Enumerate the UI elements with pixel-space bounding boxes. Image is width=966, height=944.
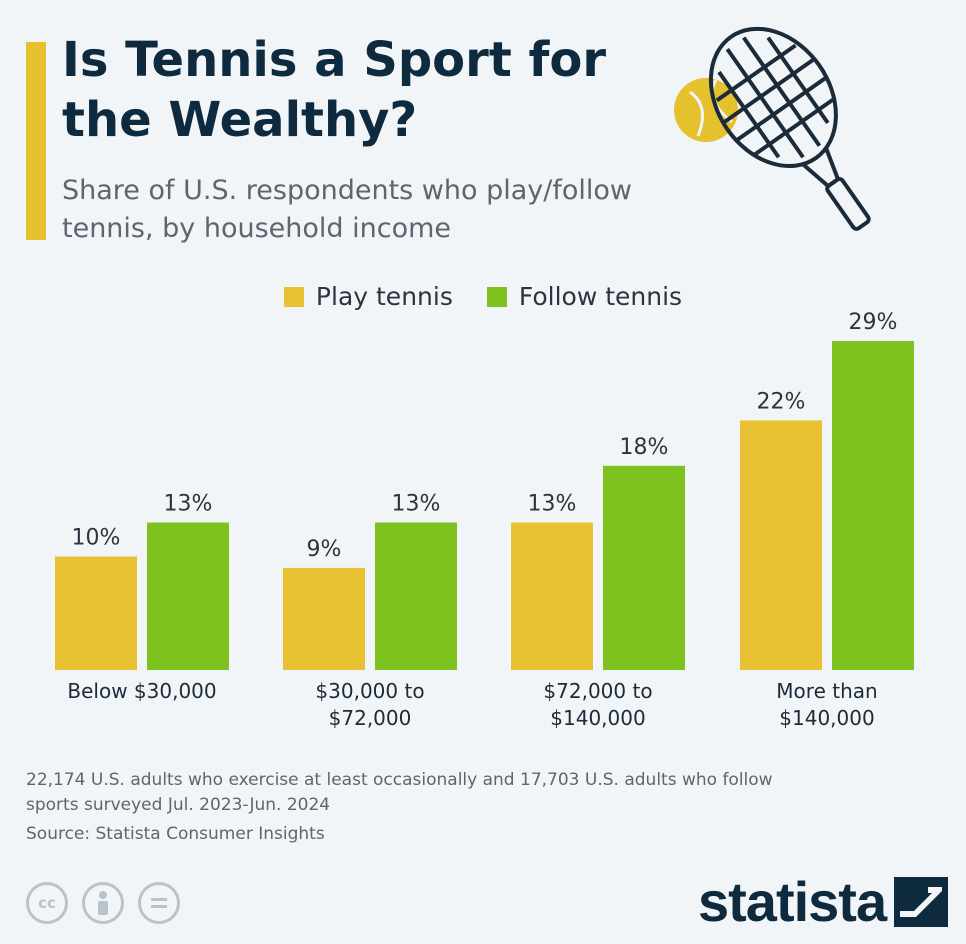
legend-label-play: Play tennis [315,282,453,311]
data-label-follow-0: 13% [164,492,213,517]
survey-notes: 22,174 U.S. adults who exercise at least… [26,770,773,815]
bar-follow-0 [147,522,229,670]
source-text: Source: Statista Consumer Insights [26,824,325,844]
category-label-2: $72,000 to [543,679,652,703]
data-label-play-0: 10% [72,526,121,551]
statista-mark-icon [894,877,949,927]
title-accent-bar [26,42,46,240]
legend-item-play: Play tennis [283,282,453,311]
legend-label-follow: Follow tennis [518,282,683,311]
category-label-1: $30,000 to [315,679,424,703]
brand-wordmark: statista [698,870,887,933]
bar-chart: 10% 13% Below $30,000 9% 13% $30,000 to $72,00… [55,310,914,730]
bar-follow-3 [832,341,914,670]
data-label-follow-2: 18% [620,435,669,460]
bar-follow-2 [603,465,685,670]
category-label-1: $72,000 [329,706,412,730]
cc-icon[interactable]: cc [26,882,68,924]
license-icons: cc [26,882,180,924]
attribution-icon[interactable] [82,882,124,924]
category-label-0: Below $30,000 [67,679,216,703]
category-label-2: $140,000 [550,706,645,730]
data-label-play-1: 9% [307,537,342,562]
legend-swatch-follow [486,286,507,307]
statista-logo[interactable]: statista [698,870,949,934]
bar-play-3 [740,420,822,670]
tennis-racket-icon [674,26,871,231]
bar-play-1 [283,567,365,670]
data-label-play-3: 22% [757,389,806,414]
legend-item-follow: Follow tennis [486,282,683,311]
bar-play-0 [55,556,137,670]
legend-swatch-play [283,286,304,307]
bar-follow-1 [375,522,457,670]
data-label-follow-1: 13% [392,492,441,517]
tennis-ball-icon [674,78,738,142]
chart-legend: Play tennis Follow tennis [0,282,966,311]
chart-subtitle: Share of U.S. respondents who play/follo… [62,175,632,244]
bar-play-2 [511,522,593,670]
data-label-follow-3: 29% [849,310,898,335]
no-derivatives-icon[interactable] [138,882,180,924]
category-label-3: More than [776,679,877,703]
data-label-play-2: 13% [528,492,577,517]
category-label-3: $140,000 [779,706,874,730]
chart-title: Is Tennis a Sport for the Wealthy? [62,32,607,148]
